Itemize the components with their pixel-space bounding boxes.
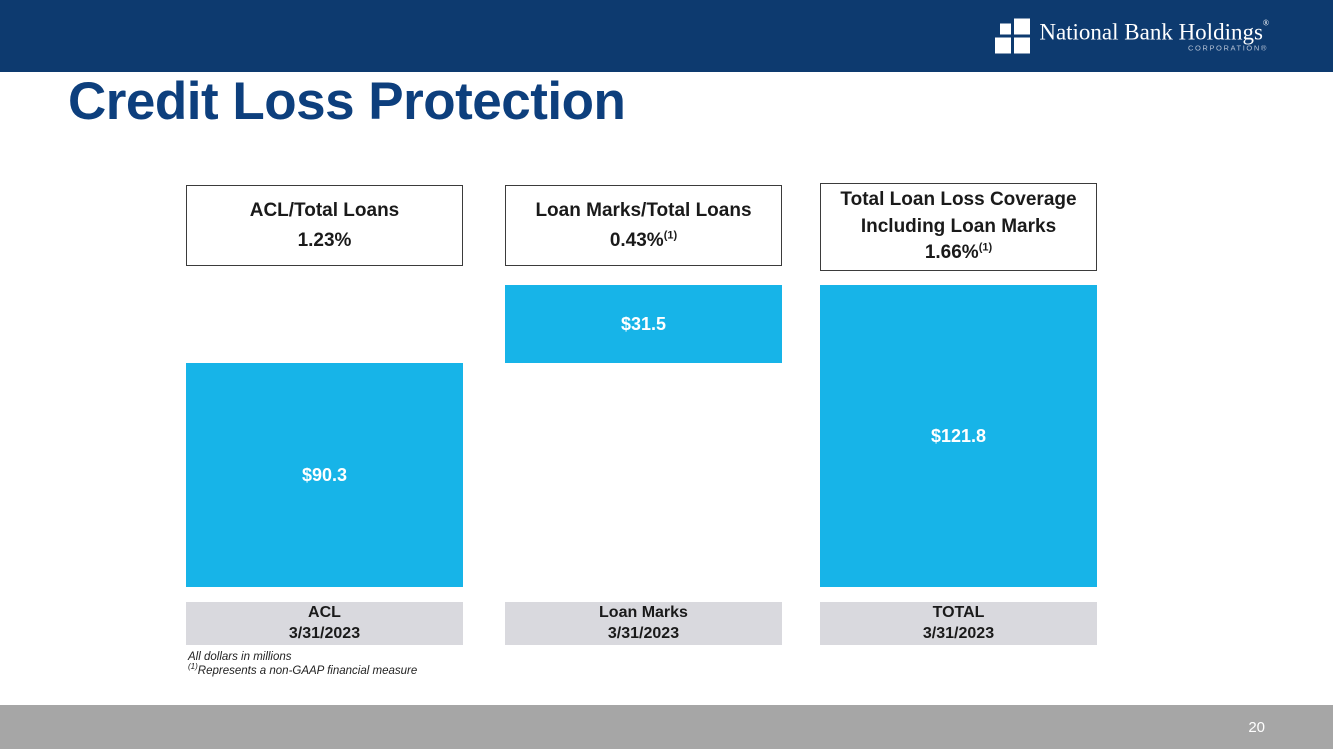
logo-pane [1000, 23, 1012, 35]
acl-ratio-header-box: ACL/Total Loans 1.23% [186, 185, 463, 266]
slide-title: Credit Loss Protection [68, 72, 626, 131]
loan-marks-percent: 0.43% [609, 229, 664, 251]
acl-plot-area: $90.3 [186, 283, 463, 587]
loan-marks-footnote-ref: (1) [663, 229, 678, 242]
acl-bar: $90.3 [186, 363, 463, 587]
top-header-bar: National Bank Holdings® CORPORATION® [0, 0, 1333, 72]
footer-bar: 20 [0, 705, 1333, 749]
footnote-non-gaap-text: Represents a non-GAAP financial measure [197, 665, 418, 677]
company-logo: National Bank Holdings® CORPORATION® [995, 18, 1269, 54]
loan-marks-category-name: Loan Marks [599, 603, 688, 621]
logo-company-name: National Bank Holdings® [1039, 18, 1269, 45]
total-footnote-ref: (1) [978, 241, 993, 254]
column-acl: ACL/Total Loans 1.23% $90.3 ACL 3/31/202… [186, 185, 463, 645]
logo-pane [1014, 18, 1031, 35]
acl-ratio-value: 1.23% [298, 226, 352, 255]
loan-marks-bar: $31.5 [505, 285, 782, 363]
total-category-name: TOTAL [932, 603, 985, 621]
acl-category-name: ACL [308, 603, 341, 621]
total-percent: 1.66% [924, 242, 979, 264]
total-ratio-label-line2: Including Loan Marks [860, 215, 1057, 237]
loan-marks-category-label: Loan Marks 3/31/2023 [505, 602, 782, 645]
company-name-text: National Bank Holdings [1039, 19, 1263, 45]
loan-marks-bar-value: $31.5 [620, 313, 667, 334]
acl-category-date: 3/31/2023 [288, 624, 361, 642]
logo-corporation-label: CORPORATION® [1187, 43, 1268, 53]
loan-marks-plot-area: $31.5 [505, 283, 782, 587]
registered-mark: ® [1262, 18, 1269, 28]
total-bar: $121.8 [820, 285, 1097, 587]
loan-marks-category-date: 3/31/2023 [607, 624, 680, 642]
logo-text-block: National Bank Holdings® CORPORATION® [1039, 18, 1269, 53]
footnote-dollars-in-millions: All dollars in millions [188, 651, 292, 663]
footnote-superscript: (1) [188, 662, 198, 672]
loan-marks-ratio-value: 0.43%(1) [610, 226, 677, 255]
total-category-label: TOTAL 3/31/2023 [820, 602, 1097, 645]
total-plot-area: $121.8 [820, 283, 1097, 587]
column-loan-marks: Loan Marks/Total Loans 0.43%(1) $31.5 Lo… [505, 185, 782, 645]
total-ratio-label-line1: Total Loan Loss Coverage [840, 189, 1077, 210]
column-total: Total Loan Loss Coverage Including Loan … [820, 183, 1097, 645]
page-number: 20 [1248, 718, 1265, 736]
logo-pane [995, 37, 1012, 54]
total-ratio-header-box: Total Loan Loss Coverage Including Loan … [820, 183, 1097, 271]
footnotes: All dollars in millions (1)Represents a … [188, 650, 417, 678]
logo-pane [1014, 37, 1031, 54]
total-bar-value: $121.8 [930, 425, 987, 446]
loan-marks-ratio-header-box: Loan Marks/Total Loans 0.43%(1) [505, 185, 782, 266]
loan-marks-ratio-label: Loan Marks/Total Loans [535, 200, 752, 222]
acl-category-label: ACL 3/31/2023 [186, 602, 463, 645]
acl-percent: 1.23% [297, 229, 352, 251]
acl-ratio-label: ACL/Total Loans [249, 200, 400, 222]
total-category-date: 3/31/2023 [922, 624, 995, 642]
window-panes-logo-icon [995, 18, 1031, 54]
footnote-non-gaap: (1)Represents a non-GAAP financial measu… [188, 662, 418, 678]
total-ratio-value: 1.66%(1) [925, 240, 992, 267]
acl-bar-value: $90.3 [301, 464, 348, 485]
